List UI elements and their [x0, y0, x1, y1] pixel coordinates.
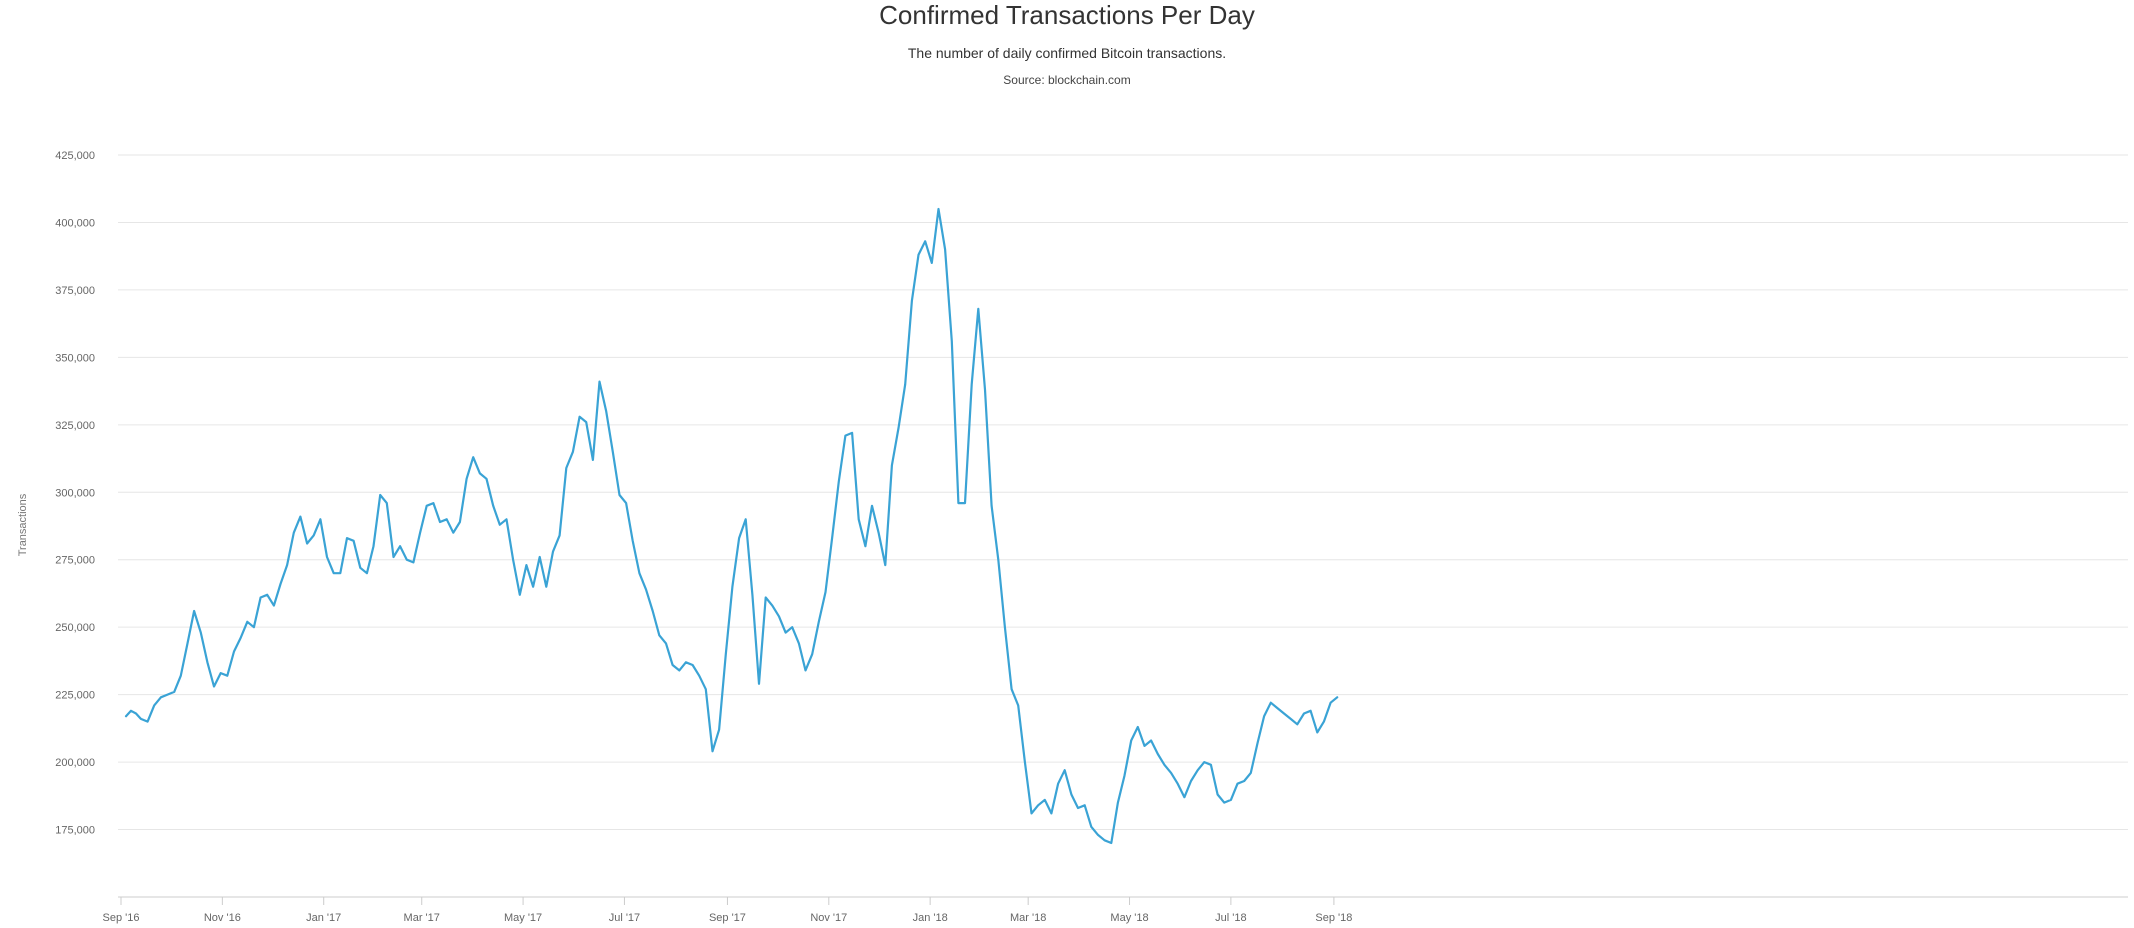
x-tick-label: Sep '17 — [709, 912, 746, 924]
x-tick-label: May '17 — [504, 912, 542, 924]
y-axis-tick-labels: 175,000 200,000 225,000 250,000 275,000 300,0… — [55, 150, 95, 837]
y-tick-label: 175,000 — [55, 825, 95, 837]
x-tick-label: Jan '18 — [913, 912, 948, 924]
y-tick-label: 375,000 — [55, 285, 95, 297]
x-axis: Sep '16 Nov '16 Jan '17 Mar '17 May '17 Jul '… — [103, 896, 2128, 924]
y-tick-label: 350,000 — [55, 352, 95, 364]
x-tick-label: May '18 — [1110, 912, 1148, 924]
y-tick-label: 225,000 — [55, 690, 95, 702]
x-tick-label: Sep '18 — [1315, 912, 1352, 924]
y-tick-label: 425,000 — [55, 150, 95, 162]
y-tick-label: 250,000 — [55, 622, 95, 634]
series-layer — [124, 207, 1339, 845]
y-tick-label: 275,000 — [55, 555, 95, 567]
x-tick-label: Mar '17 — [404, 912, 440, 924]
grid-lines — [118, 154, 2128, 831]
y-tick-label: 300,000 — [55, 487, 95, 499]
y-tick-label: 325,000 — [55, 420, 95, 432]
x-tick-label: Jan '17 — [306, 912, 341, 924]
x-tick-label: Mar '18 — [1010, 912, 1046, 924]
x-tick-label: Sep '16 — [103, 912, 140, 924]
x-tick-label: Jul '17 — [609, 912, 640, 924]
x-tick-label: Nov '16 — [204, 912, 241, 924]
chart-source: Source: blockchain.com — [1003, 73, 1131, 87]
y-tick-label: 200,000 — [55, 757, 95, 769]
series-line — [124, 207, 1339, 845]
x-tick-label: Jul '18 — [1215, 912, 1246, 924]
y-axis-label: Transactions — [17, 493, 29, 556]
x-tick-label: Nov '17 — [810, 912, 847, 924]
y-tick-label: 400,000 — [55, 217, 95, 229]
chart-title: Confirmed Transactions Per Day — [879, 0, 1255, 30]
chart-subtitle: The number of daily confirmed Bitcoin tr… — [907, 45, 1227, 61]
